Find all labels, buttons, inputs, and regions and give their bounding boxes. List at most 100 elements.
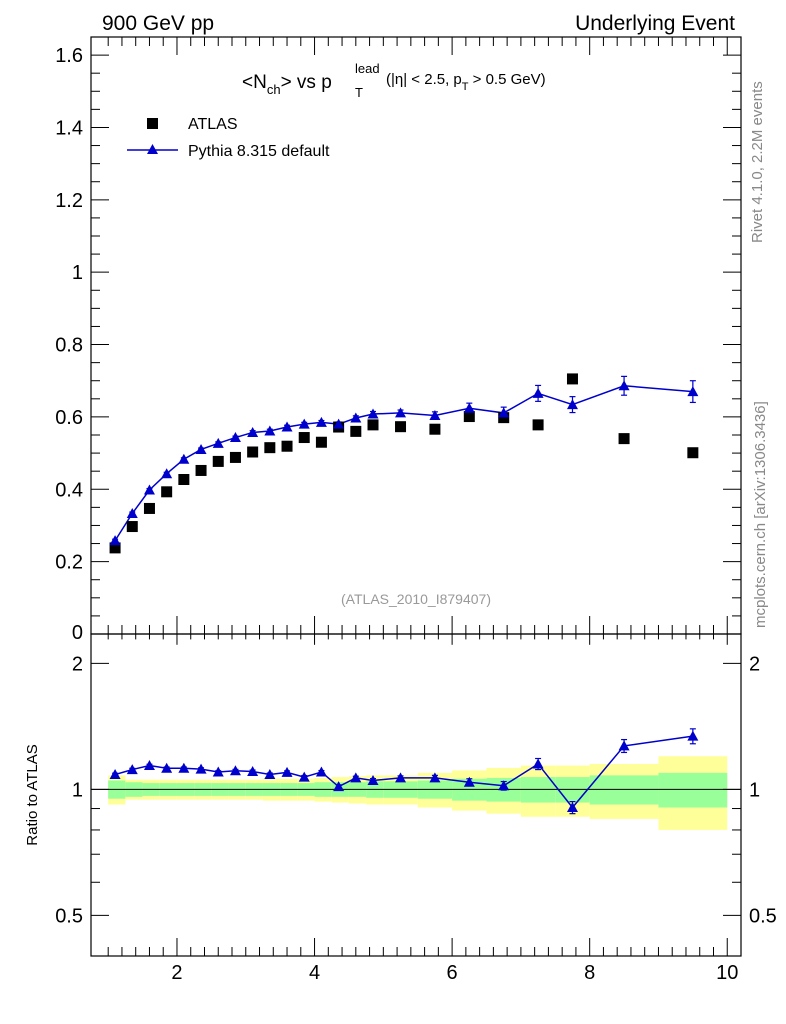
pythia-point	[350, 412, 362, 423]
ratio-point	[126, 764, 138, 775]
ratio-point	[367, 775, 379, 786]
pythia-point	[212, 437, 224, 448]
ratio-point	[264, 769, 276, 780]
pythia-point	[264, 425, 276, 436]
title-cut1: (|η| < 2.5, p	[386, 71, 462, 88]
atlas-point	[195, 464, 207, 476]
ratio-xtick-label: 10	[716, 962, 738, 984]
ratio-point	[687, 730, 699, 741]
atlas-point	[126, 521, 138, 533]
title-mid: > vs p	[281, 72, 332, 93]
ratio-xtick-label: 4	[309, 962, 320, 984]
atlas-point	[350, 425, 362, 437]
ratio-xtick-label: 2	[171, 962, 182, 984]
ratio-point	[315, 766, 327, 777]
plot-title: <Nch> vs p	[242, 72, 332, 97]
ratio-band-inner	[658, 772, 728, 808]
main-panel: 0 0.2 0.4 0.6 0.8 1 1.2 1.4 1.6 <Nch> vs p T lea…	[55, 36, 742, 644]
main-ytick-label: 0.8	[55, 335, 83, 357]
ratio-point	[395, 772, 407, 783]
pythia-point	[298, 418, 310, 429]
pythia-point	[281, 421, 293, 432]
atlas-point	[229, 451, 241, 463]
pythia-point	[498, 407, 510, 418]
ratio-x-axis: 2 4 6 8 10	[107, 634, 738, 984]
analysis-label: (ATLAS_2010_I879407)	[341, 591, 491, 607]
ratio-point	[161, 762, 173, 773]
main-ytick-label: 0.2	[55, 552, 83, 574]
ratio-marks	[109, 728, 699, 815]
ratio-point	[350, 772, 362, 783]
legend-atlas-marker	[147, 118, 158, 129]
main-ytick-label: 1.4	[55, 117, 83, 139]
atlas-point	[532, 419, 544, 431]
pythia-point	[395, 407, 407, 418]
ratio-point	[298, 771, 310, 782]
atlas-point	[178, 474, 190, 486]
pythia-point	[618, 380, 630, 391]
legend-pythia-label: Pythia 8.315 default	[188, 143, 330, 160]
title-nch-sub: ch	[267, 82, 281, 97]
pythia-line	[114, 385, 693, 542]
atlas-point	[687, 447, 699, 459]
main-y-axis: 0 0.2 0.4 0.6 0.8 1 1.2 1.4 1.6	[55, 45, 741, 644]
pythia-point	[247, 426, 259, 437]
main-ytick-label: 0.4	[55, 479, 83, 501]
atlas-point	[281, 440, 293, 452]
ratio-ytick-label-right: 2	[749, 653, 760, 675]
atlas-point	[161, 486, 173, 498]
pythia-point	[315, 416, 327, 427]
ratio-point	[109, 769, 121, 780]
ratio-xtick-label: 8	[584, 962, 595, 984]
title-cut2: > 0.5 GeV)	[469, 71, 546, 88]
ratio-frame	[90, 633, 742, 957]
pythia-point	[143, 484, 155, 495]
atlas-point	[498, 412, 510, 424]
ratio-ytick-label-right: 1	[749, 779, 760, 801]
title-pt-sub: T	[355, 85, 363, 100]
atlas-point	[618, 433, 630, 445]
title-cut-sub: T	[462, 81, 469, 93]
ratio-point	[333, 781, 345, 792]
ratio-point	[212, 766, 224, 777]
atlas-point	[463, 411, 475, 423]
pythia-point	[109, 535, 121, 546]
legend-atlas-label: ATLAS	[188, 116, 238, 133]
title-pt-sup: lead	[355, 61, 380, 76]
legend: ATLAS Pythia 8.315 default	[127, 116, 330, 160]
pythia-point	[429, 409, 441, 420]
pythia-point	[178, 453, 190, 464]
ratio-ylabel: Ratio to ATLAS	[24, 744, 41, 845]
ratio-panel: 0.5 0.5 1 1 2 2 2 4 6 8 10 Ratio to ATLAS	[24, 633, 777, 984]
pythia-point	[566, 399, 578, 410]
ratio-ytick-label-left: 0.5	[55, 905, 83, 927]
ratio-point	[532, 758, 544, 769]
rivet-label: Rivet 4.1.0, 2.2M events	[749, 81, 766, 243]
ratio-point	[463, 776, 475, 787]
ratio-point	[178, 762, 190, 773]
main-ytick-label: 1.6	[55, 45, 83, 67]
atlas-point	[247, 446, 259, 458]
ratio-ytick-label-right: 0.5	[749, 905, 777, 927]
ratio-ytick-label-left: 1	[72, 779, 83, 801]
source-label: mcplots.cern.ch [arXiv:1306.3436]	[752, 401, 769, 628]
atlas-point	[395, 421, 407, 433]
title-cuts: (|η| < 2.5, pT > 0.5 GeV)	[386, 71, 546, 93]
atlas-point	[109, 542, 121, 554]
atlas-point	[298, 432, 310, 444]
ratio-point	[281, 766, 293, 777]
pythia-point	[463, 402, 475, 413]
atlas-point	[429, 423, 441, 435]
ratio-point	[429, 772, 441, 783]
ratio-band-inner	[589, 775, 659, 805]
main-ytick-label: 1	[72, 262, 83, 284]
pythia-point	[367, 408, 379, 419]
ratio-point	[195, 763, 207, 774]
pythia-point	[532, 387, 544, 398]
header-right: Underlying Event	[575, 12, 735, 35]
legend-pythia-marker	[147, 144, 158, 154]
atlas-point	[143, 502, 155, 514]
title-open: <N	[242, 72, 267, 93]
ratio-y-axis: 0.5 0.5 1 1 2 2	[55, 653, 777, 957]
